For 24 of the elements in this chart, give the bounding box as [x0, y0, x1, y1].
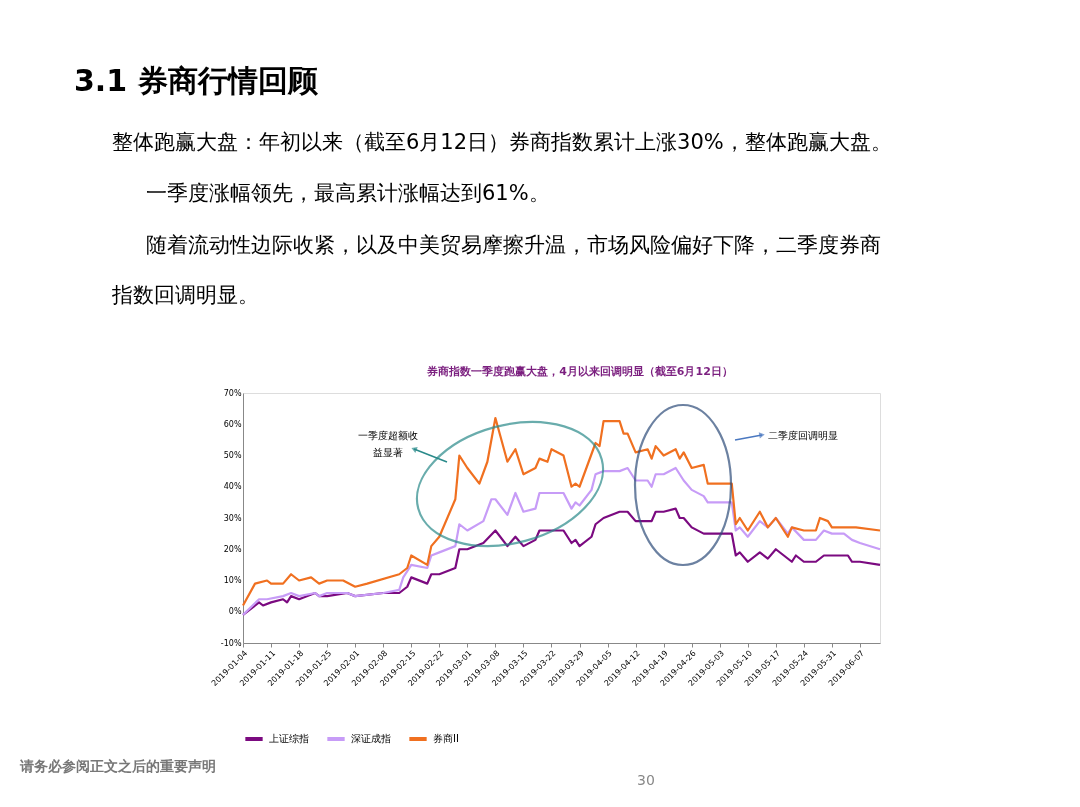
- y-tick-label: 60%: [223, 419, 242, 429]
- text: 一季度涨幅领先，最高累计涨幅达到61%。: [146, 181, 550, 205]
- line-series: [241, 507, 882, 616]
- line-series: [241, 416, 882, 607]
- y-tick-label: 70%: [223, 388, 242, 398]
- text: 整体跑赢大盘：年初以来（截至6月12日）券商指数累计上涨30%，整体跑赢大盘。: [112, 130, 892, 154]
- y-tick-label: 20%: [223, 544, 242, 554]
- text: 请务必参阅正文之后的重要声明: [19, 758, 216, 774]
- y-tick-label: 50%: [223, 451, 242, 460]
- y-tick-label: 30%: [223, 513, 242, 523]
- chart-title: 券商指数一季度跑赢大盘，4月以来回调明显（截至6月12日）: [426, 365, 733, 378]
- legend-label: 深证成指: [351, 733, 391, 744]
- legend-label: 券商II: [433, 733, 459, 744]
- y-tick-label: 10%: [223, 576, 242, 585]
- y-tick-label: -10%: [220, 638, 242, 648]
- y-tick-label: 40%: [223, 482, 242, 492]
- text: 30: [637, 772, 655, 788]
- y-tick-label: 0%: [228, 607, 242, 617]
- legend-label: 上证综指: [269, 733, 309, 744]
- text: 3.1 券商行情回顾: [74, 63, 318, 98]
- annotation: 一季度超额收益显著: [358, 430, 418, 458]
- text: 随着流动性边际收紧，以及中美贸易摩擦升温，市场风险偏好下降，二季度券商指数回调明显。: [112, 233, 881, 307]
- line-series: [241, 466, 882, 616]
- annotation: 二季度回调明显: [768, 430, 838, 441]
